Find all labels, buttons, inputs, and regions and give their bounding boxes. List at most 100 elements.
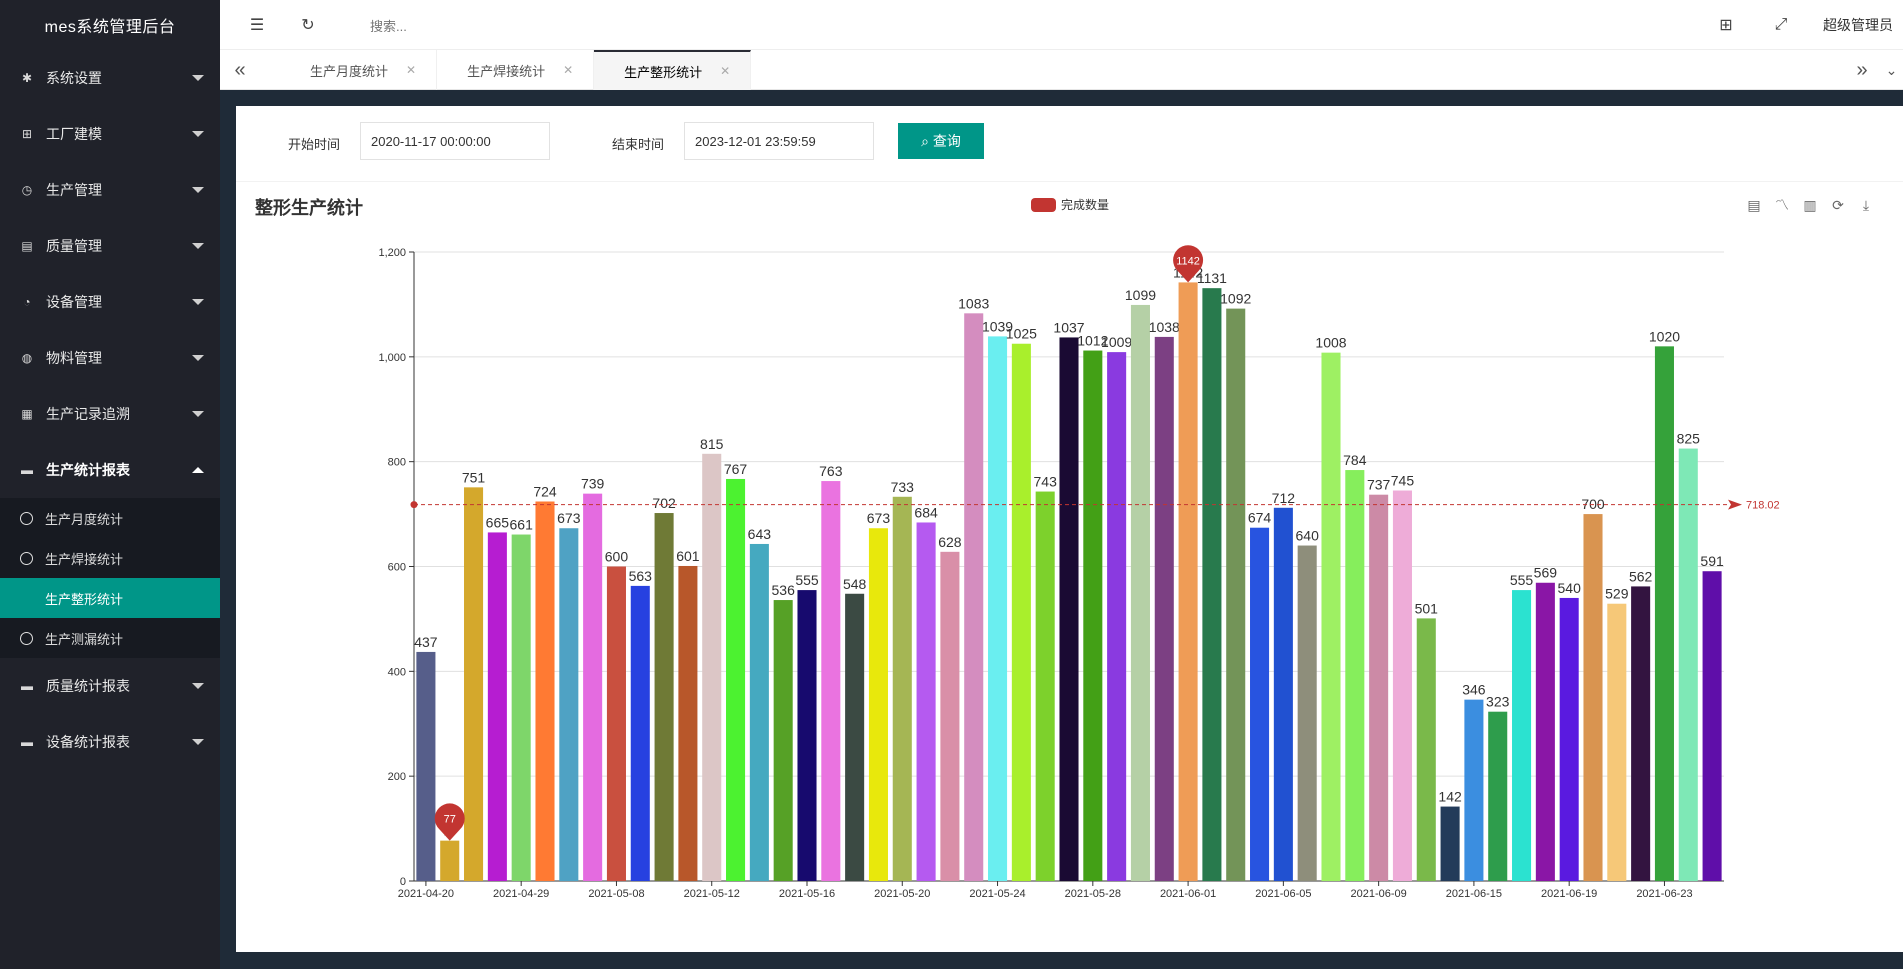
chart-bar: [1512, 590, 1532, 881]
bar-value-label: 815: [700, 436, 724, 452]
submenu-production-reports: 生产月度统计 生产焊接统计 生产整形统计 生产测漏统计: [0, 498, 220, 658]
y-tick-label: 1,000: [378, 352, 406, 364]
chart-bar: [1702, 571, 1722, 881]
clock-icon: ◷: [21, 183, 33, 197]
tab-shaping[interactable]: 生产整形统计 ✕: [594, 50, 752, 90]
chart-bar: [892, 496, 912, 881]
close-icon[interactable]: ✕: [563, 63, 574, 77]
sidebar-item-production-management[interactable]: ◷ 生产管理: [0, 162, 220, 218]
chart-bar: [702, 453, 722, 881]
bar-value-label: 142: [1438, 789, 1462, 805]
chart-bar: [464, 487, 484, 881]
bar-value-label: 1025: [1006, 326, 1037, 342]
tab-monthly[interactable]: 生产月度统计 ✕: [280, 50, 438, 90]
sidebar-subitem-welding[interactable]: 生产焊接统计: [0, 538, 220, 578]
user-menu[interactable]: 超级管理员: [1823, 17, 1893, 33]
sidebar-subitem-shaping[interactable]: 生产整形统计: [0, 578, 220, 618]
sidebar-item-system-settings[interactable]: ✱ 系统设置: [0, 50, 220, 106]
chart-bar: [1416, 618, 1436, 881]
bar-value-label: 702: [652, 495, 676, 511]
bar-value-label: 562: [1629, 568, 1653, 584]
chart-bar: [606, 566, 626, 881]
refresh-icon[interactable]: ↻: [301, 17, 315, 34]
average-line-label: 718.02: [1746, 500, 1780, 512]
caret-down-icon: [192, 355, 204, 361]
chart-bar: [1559, 597, 1579, 881]
menu-toggle-icon[interactable]: ☰: [249, 17, 265, 34]
bar-value-label: 673: [557, 510, 581, 526]
sidebar-item-production-reports[interactable]: ▬ 生产统计报表: [0, 442, 220, 498]
chart-bar: [1250, 527, 1270, 881]
chart-bar: [1011, 343, 1031, 881]
tabs-dropdown-icon[interactable]: ⌄: [1885, 61, 1898, 78]
sidebar-item-quality-reports[interactable]: ▬ 质量统计报表: [0, 658, 220, 714]
chart-bar: [726, 478, 746, 881]
sidebar-subitem-label: 生产测漏统计: [45, 631, 124, 647]
sidebar-item-quality-management[interactable]: ▤ 质量管理: [0, 218, 220, 274]
main-panel: 开始时间 结束时间 ⌕ 查询 0 200 400 600 800 1,000 1,200 43…: [236, 106, 1903, 952]
close-icon[interactable]: ✕: [720, 64, 731, 78]
sidebar-item-label: 设备管理: [46, 294, 102, 310]
bar-value-label: 1099: [1125, 287, 1156, 303]
chart-bar: [1654, 346, 1674, 882]
chart-bar: [1059, 337, 1079, 881]
tabs-scroll-right-icon[interactable]: »: [1856, 58, 1868, 81]
sidebar-item-equipment-reports[interactable]: ▬ 设备统计报表: [0, 714, 220, 770]
sidebar-item-equipment-management[interactable]: ◔ 设备管理: [0, 274, 220, 330]
chart-bar: [1178, 282, 1198, 881]
x-tick-label: 2021-05-28: [1065, 888, 1121, 900]
chart-bar: [821, 481, 841, 881]
chart-bar: [1631, 586, 1651, 881]
chart-bar: [1392, 490, 1412, 881]
start-time-input[interactable]: [360, 122, 550, 160]
chart-bar: [1440, 806, 1460, 881]
tab-welding[interactable]: 生产焊接统计 ✕: [437, 50, 595, 90]
chart-bar: [1130, 304, 1150, 882]
restore-icon[interactable]: ⟳: [1832, 196, 1844, 213]
search-input[interactable]: [370, 13, 670, 39]
tab-label: 生产焊接统计: [467, 63, 546, 79]
sidebar-item-production-trace[interactable]: ▦ 生产记录追溯: [0, 386, 220, 442]
end-time-input[interactable]: [684, 122, 874, 160]
chart-bar: [988, 336, 1008, 881]
chart-bar: [1202, 288, 1222, 881]
query-button[interactable]: ⌕ 查询: [898, 123, 984, 159]
bar-value-label: 1083: [958, 295, 989, 311]
download-icon[interactable]: ⤓: [1862, 196, 1870, 213]
bar-value-label: 724: [533, 484, 557, 500]
data-view-icon[interactable]: ▤: [1747, 196, 1761, 213]
chart-bar: [1321, 352, 1341, 881]
y-tick-label: 0: [400, 876, 406, 888]
close-icon[interactable]: ✕: [406, 63, 417, 77]
sidebar-item-label: 物料管理: [46, 350, 102, 366]
chart-bar: [964, 313, 984, 881]
sidebar-item-label: 质量统计报表: [46, 678, 130, 694]
apps-plus-icon[interactable]: ⊞: [1719, 17, 1733, 34]
tabs: 生产月度统计 ✕ 生产焊接统计 ✕ 生产整形统计 ✕: [280, 50, 752, 90]
sidebar-subitem-leak-test[interactable]: 生产测漏统计: [0, 618, 220, 658]
bar-value-label: 555: [795, 572, 819, 588]
bar-value-label: 684: [914, 504, 938, 520]
search-icon: ⌕: [921, 132, 929, 149]
sidebar-subitem-monthly[interactable]: 生产月度统计: [0, 498, 220, 538]
fullscreen-icon[interactable]: ⤢: [1774, 16, 1788, 33]
bar-value-label: 1131: [1197, 270, 1227, 286]
chart-bar: [1154, 336, 1174, 881]
line-chart-icon[interactable]: 〽: [1775, 197, 1789, 213]
bar-chart-icon[interactable]: ▥: [1803, 196, 1817, 213]
sidebar-item-label: 系统设置: [46, 70, 102, 86]
average-line-arrow: [1728, 499, 1742, 510]
bar-value-label: 1039: [982, 318, 1013, 334]
chart-bar: [1535, 582, 1555, 881]
chart-legend[interactable]: 完成数量: [1031, 196, 1109, 213]
chart-bar: [773, 600, 793, 881]
tab-label: 生产整形统计: [624, 64, 703, 80]
chart-bar: [797, 590, 817, 881]
caret-down-icon: [192, 75, 204, 81]
sidebar-item-material-management[interactable]: ◍ 物料管理: [0, 330, 220, 386]
chart-bar: [1607, 603, 1627, 881]
bar-value-label: 751: [462, 469, 486, 485]
tabs-scroll-left-icon[interactable]: «: [234, 58, 246, 81]
sidebar-item-factory-modeling[interactable]: ⊞ 工厂建模: [0, 106, 220, 162]
